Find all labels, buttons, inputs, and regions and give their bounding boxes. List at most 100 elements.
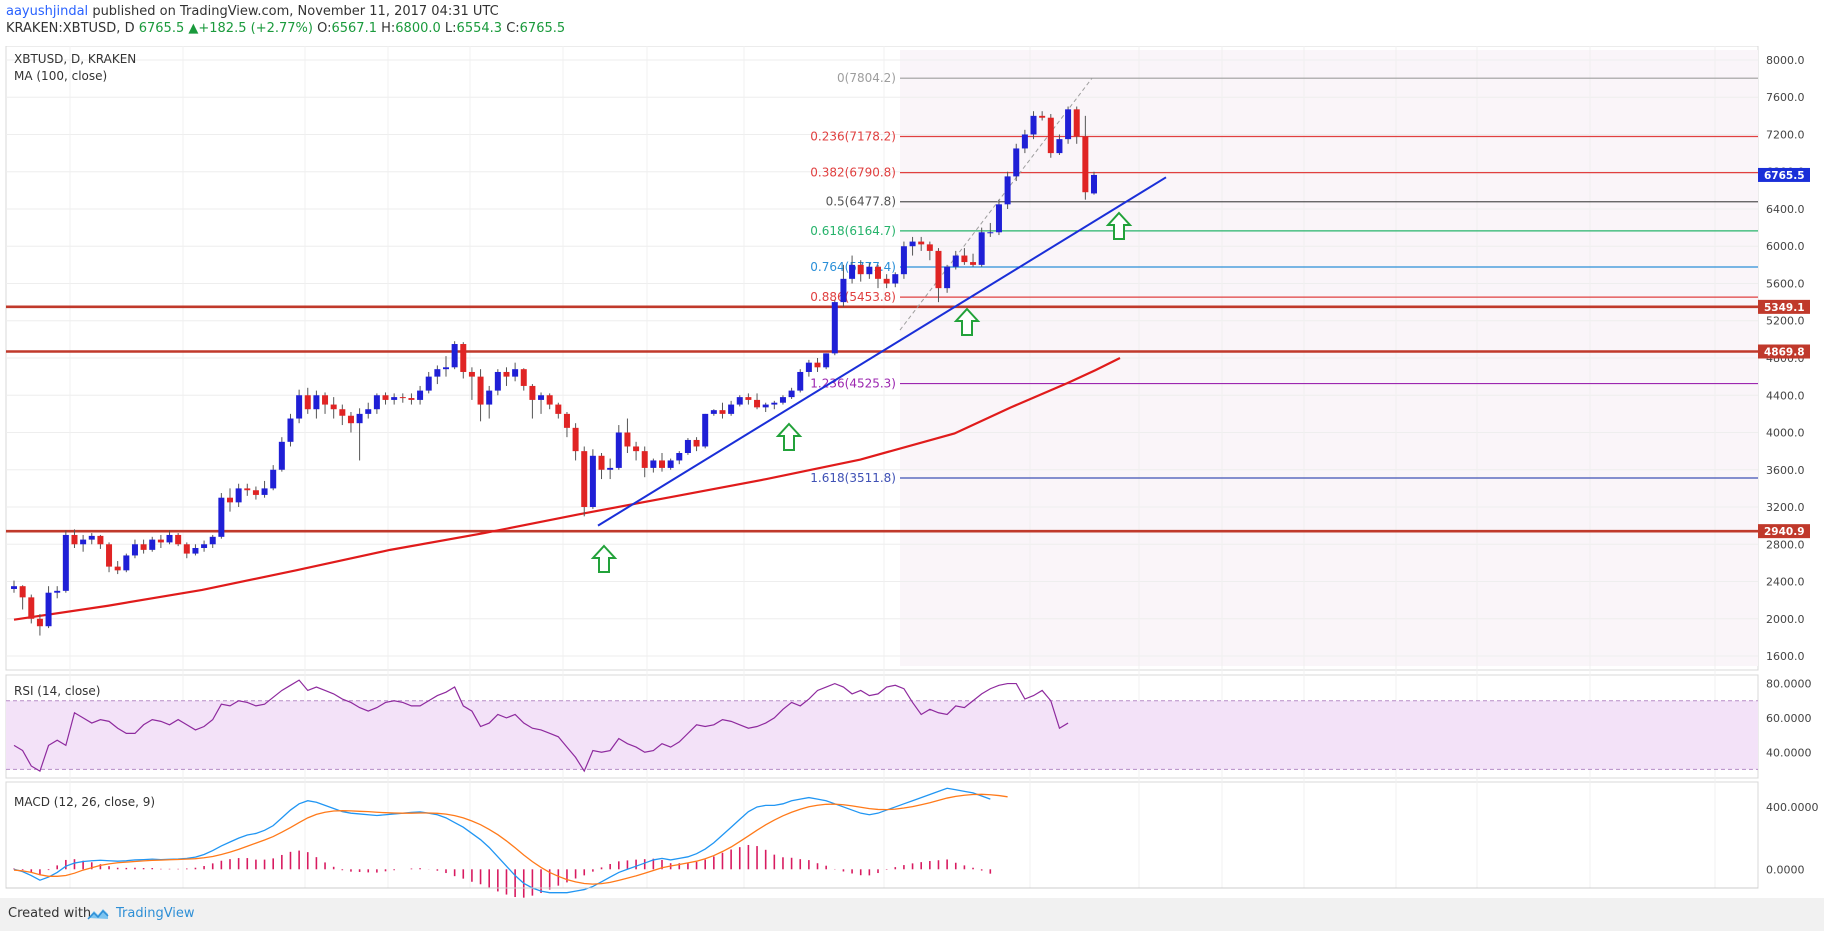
candle-body [883, 278, 890, 284]
triangle-up-icon: ▲ [188, 21, 199, 36]
candle-body [745, 397, 752, 400]
candle-body [615, 432, 622, 468]
macd-tick-label: 0.0000 [1766, 863, 1805, 876]
close-label: C: [506, 21, 520, 36]
candle-body [322, 395, 329, 405]
y-tick-label: 6400.0 [1766, 203, 1805, 216]
candle-body [1004, 176, 1011, 205]
candle-body [270, 469, 277, 489]
candle-body [961, 255, 968, 263]
candle-body [218, 497, 225, 537]
candle-body [563, 413, 570, 428]
candle-body [62, 534, 69, 591]
y-tick-label: 2000.0 [1766, 613, 1805, 626]
candle-body [650, 460, 657, 468]
candle-body [434, 369, 441, 377]
y-tick-label: 3200.0 [1766, 501, 1805, 514]
fib-level-label: 0.236(7178.2) [810, 130, 896, 144]
candle-body [468, 371, 475, 377]
fib-level-label: 0(7804.2) [837, 71, 896, 85]
candle-body [926, 244, 933, 251]
fib-anchor-line [899, 77, 1093, 331]
high-label: H: [381, 21, 396, 36]
tradingview-brand[interactable]: TradingView [116, 906, 195, 921]
candle-body [356, 413, 363, 424]
candle-body [814, 362, 821, 368]
rsi-band [6, 700, 1758, 770]
signal-line [13, 793, 1008, 885]
candle-body [805, 362, 812, 372]
top-bar: aayushjindal published on TradingView.co… [0, 0, 1824, 46]
candle-body [278, 441, 285, 470]
y-tick-label: 2400.0 [1766, 576, 1805, 589]
low-label: L: [444, 21, 457, 36]
level-badge [1758, 344, 1810, 359]
candle-body [866, 266, 873, 275]
candle-body [702, 413, 709, 447]
candle-body [425, 376, 432, 391]
candle-body [624, 432, 631, 447]
candle-body [538, 395, 545, 400]
candle-body [840, 278, 847, 303]
y-tick-label: 1600.0 [1766, 650, 1805, 663]
candle-body [710, 410, 717, 414]
candle-body [399, 397, 406, 399]
legend-ma: MA (100, close) [14, 69, 108, 83]
candle-body [494, 371, 501, 391]
tradingview-brand-link[interactable]: TradingView [116, 906, 195, 921]
candle-body [252, 490, 259, 495]
candle-body [684, 439, 691, 453]
y-tick-label: 2800.0 [1766, 538, 1805, 551]
symbol-label: KRAKEN:XBTUSD, D [6, 21, 135, 36]
candle-body [296, 395, 303, 419]
candle-body [520, 369, 527, 386]
footer-bar: Created with TradingView [0, 898, 1824, 931]
author-link[interactable]: aayushjindal [6, 4, 89, 19]
candle-body [373, 395, 380, 410]
candle-body [19, 586, 26, 598]
rsi-tick-label: 80.0000 [1766, 678, 1812, 691]
candle-body [391, 397, 398, 400]
candle-body [736, 397, 743, 405]
candle-body [175, 534, 182, 545]
rsi-tick-label: 60.0000 [1766, 712, 1812, 725]
candle-body [659, 460, 665, 468]
candle-body [900, 246, 907, 275]
candle-body [80, 539, 87, 545]
candle-body [641, 451, 648, 468]
rsi-line [13, 679, 1069, 773]
candle-body [944, 266, 951, 289]
change-value: +182.5 (+2.77%) [198, 21, 313, 36]
candle-body [235, 488, 242, 503]
up-arrow-icon [775, 422, 803, 451]
candle-body [71, 534, 78, 545]
rsi-title: RSI (14, close) [14, 684, 101, 698]
high-value: 6800.0 [395, 21, 441, 36]
fib-level-label: 1.618(3511.8) [810, 471, 896, 485]
candle-body [857, 264, 864, 275]
candle-body [978, 232, 985, 265]
candle-body [451, 344, 458, 368]
candle-body [486, 390, 493, 405]
candle-body [1056, 139, 1063, 154]
candle-body [589, 455, 596, 508]
candle-body [304, 395, 311, 410]
last-price-badge [1758, 167, 1810, 182]
candle-body [1091, 174, 1097, 194]
chart-canvas[interactable]: 0(7804.2) 0.236(7178.2) 0.382(6790.8) 0.5(6… [0, 46, 1824, 898]
candle-body [754, 399, 761, 408]
candle-body [529, 385, 536, 400]
candle-body [788, 390, 795, 398]
macd-title: MACD (12, 26, close, 9) [14, 795, 156, 809]
candle-body [11, 586, 17, 589]
candle-body [287, 418, 294, 442]
last-price-value: 6765.5 [138, 21, 185, 36]
rsi-tick-label: 40.0000 [1766, 746, 1812, 759]
candle-body [157, 539, 164, 543]
candle-body [693, 439, 700, 447]
up-arrow-icon [1105, 211, 1133, 240]
candle-body [935, 250, 942, 289]
candle-body [909, 241, 916, 247]
y-tick-label: 4000.0 [1766, 427, 1805, 440]
candle-body [131, 544, 138, 556]
